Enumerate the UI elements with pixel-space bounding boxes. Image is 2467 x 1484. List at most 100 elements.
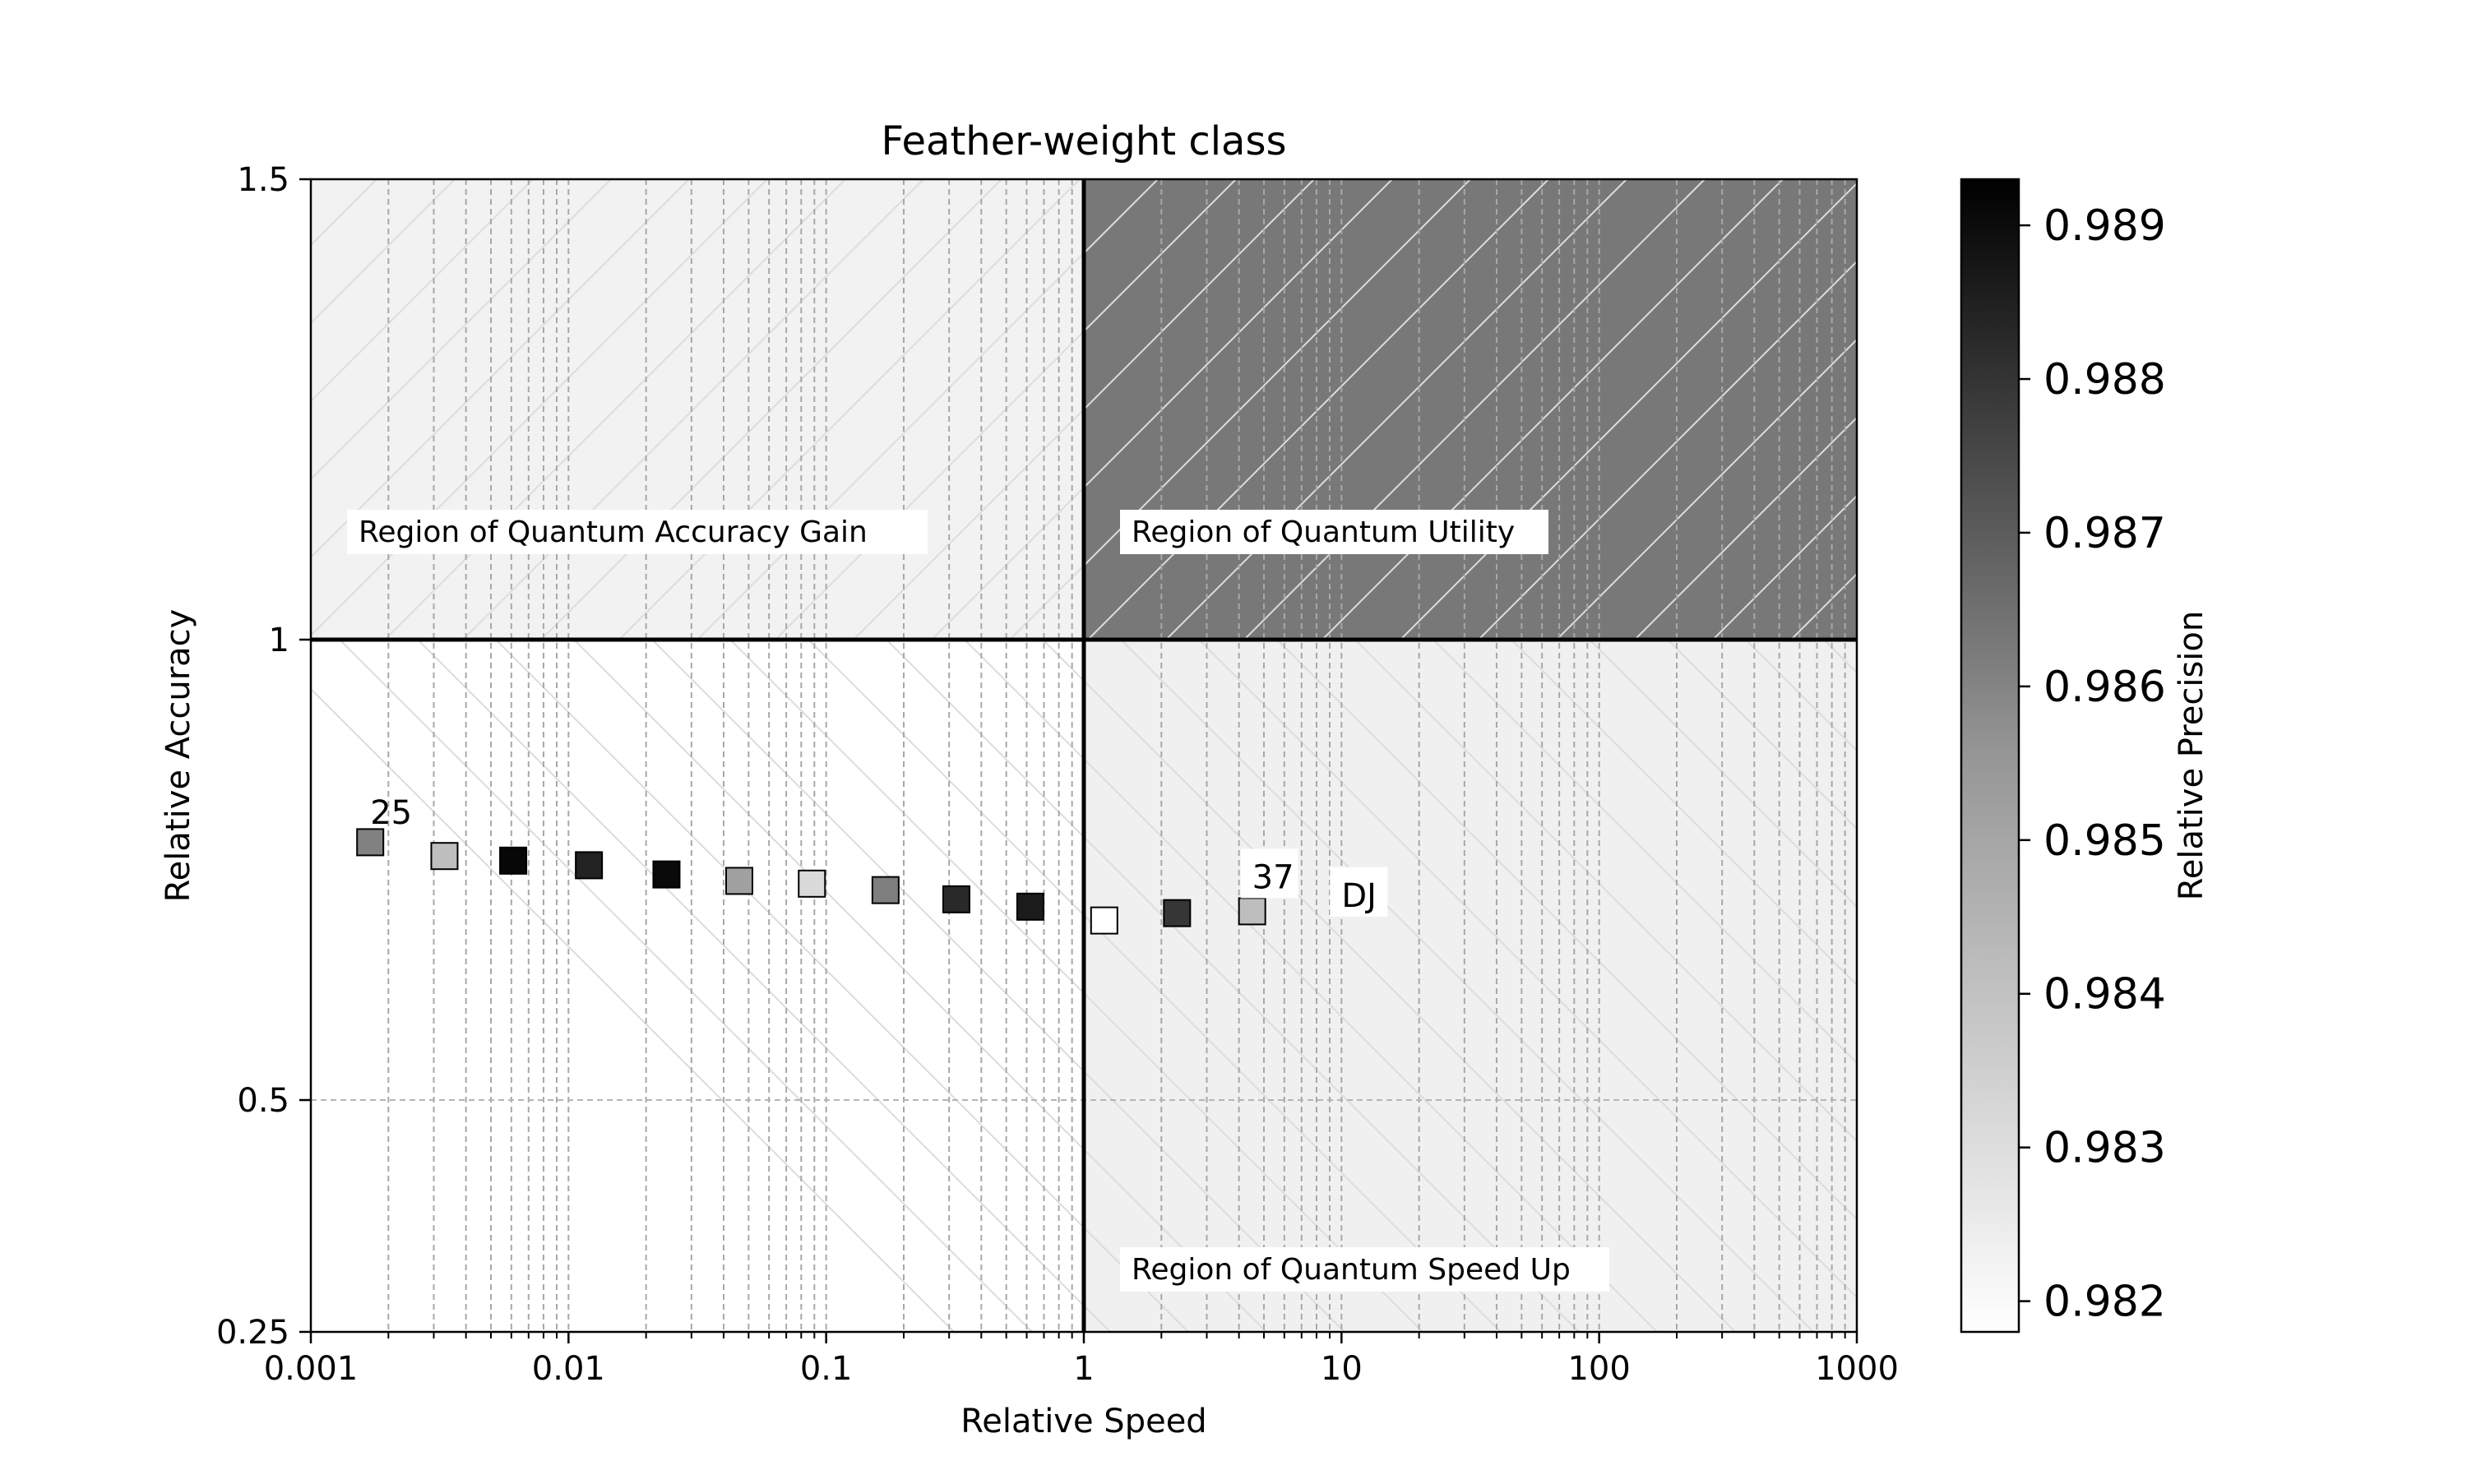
region-labels: Region of Quantum Accuracy Gain Region of… bbox=[347, 510, 1609, 1292]
chart-title: Feather-weight class bbox=[882, 118, 1287, 164]
data-point bbox=[871, 876, 900, 904]
colorbar: 0.982 0.983 0.984 0.985 0.986 0.987 0.988 0.989 bbox=[1960, 178, 2166, 1334]
hatch-line bbox=[311, 687, 955, 1332]
data-point bbox=[1016, 892, 1044, 921]
hatch-line bbox=[1165, 179, 1627, 640]
colorbar-tick-label: 0.982 bbox=[2043, 1278, 2166, 1327]
data-point bbox=[1163, 899, 1192, 927]
colorbar-tick-label: 0.987 bbox=[2043, 509, 2166, 558]
hatch-line bbox=[1042, 639, 1736, 1332]
colorbar-tick-label: 0.983 bbox=[2043, 1124, 2166, 1173]
data-point bbox=[652, 860, 681, 889]
region-3 bbox=[1084, 640, 1857, 1332]
x-tick-label: 100 bbox=[1567, 1350, 1630, 1388]
x-axis: 0.001 0.01 0.1 1 10 100 1000 bbox=[264, 1332, 1899, 1388]
hatch-line bbox=[1433, 639, 1857, 1065]
hatch-line bbox=[2182, 179, 2467, 640]
hatch-line bbox=[311, 179, 690, 559]
y-axis: 0.25 0.5 1 1.5 bbox=[216, 161, 311, 1352]
data-point bbox=[430, 842, 459, 871]
hatch-line bbox=[339, 639, 1033, 1332]
hatch-line bbox=[0, 179, 220, 640]
hatch-line bbox=[573, 639, 1267, 1332]
region-1 bbox=[311, 179, 1084, 640]
region-label: Region of Quantum Accuracy Gain bbox=[359, 515, 868, 549]
data-point bbox=[575, 851, 604, 880]
hatch-line bbox=[1634, 416, 1857, 640]
hatch-line bbox=[729, 639, 1423, 1332]
data-point bbox=[798, 869, 826, 898]
x-tick-label: 0.001 bbox=[264, 1350, 359, 1388]
annotation-box bbox=[1330, 867, 1388, 917]
y-tick-label: 0.5 bbox=[237, 1082, 289, 1120]
annotation-box bbox=[1240, 848, 1298, 899]
hatch-line bbox=[1400, 182, 1857, 640]
hatch-line bbox=[2371, 640, 2467, 1332]
hatch-line bbox=[2215, 640, 2467, 1332]
y-axis-label: Relative Accuracy bbox=[160, 609, 197, 903]
point-annotation: 37 bbox=[1252, 858, 1294, 896]
data-point bbox=[724, 867, 753, 895]
x-tick-label: 10 bbox=[1321, 1350, 1363, 1388]
hatch-line bbox=[1009, 179, 1471, 640]
hatch-line bbox=[618, 179, 1081, 640]
hatch-line bbox=[1198, 639, 1857, 1299]
hatch-line bbox=[2293, 640, 2467, 1332]
hatch-line bbox=[495, 639, 1189, 1332]
point-annotation: DJ bbox=[1341, 877, 1377, 915]
point-annotations: 25 37 DJ bbox=[370, 794, 1388, 917]
hatch-line bbox=[1321, 179, 1784, 640]
x-tick-label: 1 bbox=[1073, 1350, 1094, 1388]
hatch-line bbox=[384, 179, 846, 640]
hatch-line bbox=[697, 179, 1159, 640]
data-point bbox=[1090, 906, 1118, 935]
dividers-layer bbox=[311, 179, 1857, 1332]
hatch-line bbox=[1354, 639, 1857, 1143]
hatch-line bbox=[1790, 572, 1857, 640]
hatch-line bbox=[1511, 639, 1857, 987]
hatch-line bbox=[1087, 179, 1549, 640]
colorbar-tick-label: 0.984 bbox=[2043, 970, 2166, 1019]
hatch-line bbox=[540, 179, 1002, 640]
hatch-line bbox=[1589, 639, 1857, 908]
region-label-box bbox=[347, 510, 928, 554]
colorbar-tick-label: 0.985 bbox=[2043, 816, 2166, 866]
hatch-line bbox=[311, 179, 534, 403]
point-annotation: 25 bbox=[370, 794, 412, 832]
hatch-line bbox=[1712, 494, 1857, 640]
x-tick-label: 0.01 bbox=[532, 1350, 605, 1388]
region-label: Region of Quantum Speed Up bbox=[1132, 1253, 1571, 1287]
region-label-box bbox=[1120, 510, 1548, 554]
colorbar-tick-label: 0.986 bbox=[2043, 663, 2166, 712]
data-point bbox=[356, 828, 385, 857]
hatch-line bbox=[417, 639, 1111, 1332]
data-point bbox=[942, 885, 970, 913]
hatch-line bbox=[1556, 338, 1857, 640]
data-points bbox=[356, 828, 1266, 935]
hatch-line bbox=[1243, 179, 1706, 640]
y-tick-label: 1 bbox=[269, 622, 289, 659]
colorbar-tick-label: 0.989 bbox=[2043, 201, 2166, 251]
hatch-line bbox=[808, 639, 1502, 1332]
hatch-line bbox=[2260, 179, 2467, 640]
x-tick-label: 1000 bbox=[1815, 1350, 1899, 1388]
colorbar-tick-label: 0.988 bbox=[2043, 355, 2166, 405]
x-tick-label: 0.1 bbox=[800, 1350, 853, 1388]
hatch-line bbox=[311, 179, 612, 481]
hatch-line bbox=[651, 639, 1345, 1332]
y-tick-label: 1.5 bbox=[237, 161, 289, 199]
hatch-line bbox=[1478, 260, 1857, 640]
hatch-line bbox=[0, 179, 142, 640]
region-label-box bbox=[1120, 1247, 1609, 1292]
colorbar-gradient bbox=[1960, 178, 2020, 1334]
colorbar-label: Relative Precision bbox=[2173, 611, 2210, 901]
hatch-line bbox=[1120, 639, 1814, 1332]
hatch-line bbox=[311, 179, 768, 637]
y-tick-label: 0.25 bbox=[216, 1314, 289, 1352]
hatch-line bbox=[311, 179, 456, 325]
region-label: Region of Quantum Utility bbox=[1132, 515, 1515, 549]
region-2 bbox=[1084, 179, 1857, 640]
hatch-line bbox=[0, 179, 64, 640]
